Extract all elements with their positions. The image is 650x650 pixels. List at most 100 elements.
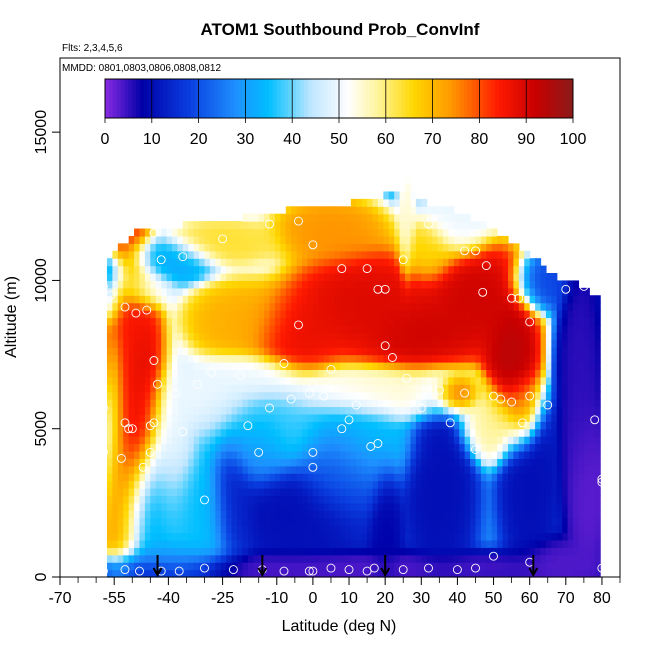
data-point <box>265 403 274 413</box>
heatmap-cell <box>269 369 276 378</box>
heatmap-cell <box>475 221 482 230</box>
heatmap-cell <box>497 265 504 274</box>
heatmap-cell <box>345 280 352 289</box>
heatmap-cell <box>128 480 135 489</box>
heatmap-cell <box>486 413 493 422</box>
heatmap-cell <box>291 562 298 571</box>
data-point <box>120 565 130 575</box>
heatmap-cell <box>264 473 271 482</box>
heatmap-cell <box>150 228 157 237</box>
heatmap-cell <box>405 480 412 489</box>
heatmap-cell <box>573 384 580 393</box>
heatmap-cell <box>237 517 244 526</box>
heatmap-cell <box>442 228 449 237</box>
heatmap-cell <box>399 458 406 467</box>
heatmap-cell <box>323 391 330 400</box>
heatmap-cell <box>518 443 525 452</box>
heatmap-cell <box>448 465 455 474</box>
heatmap-cell <box>486 376 493 385</box>
heatmap-cell <box>589 339 596 348</box>
heatmap-cell <box>172 384 179 393</box>
heatmap-cell <box>367 547 374 556</box>
heatmap-cell <box>562 287 569 296</box>
heatmap-cell <box>220 399 227 408</box>
heatmap-cell <box>323 480 330 489</box>
heatmap-cell <box>329 384 336 393</box>
heatmap-cell <box>340 465 347 474</box>
heatmap-cell <box>150 287 157 296</box>
heatmap-cell <box>274 384 281 393</box>
heatmap-cell <box>426 273 433 282</box>
heatmap-cell <box>480 569 487 578</box>
data-point <box>402 373 412 383</box>
heatmap-cell <box>589 450 596 459</box>
heatmap-cell <box>421 458 428 467</box>
heatmap-cell <box>573 332 580 341</box>
heatmap-cell <box>204 450 211 459</box>
heatmap-cell <box>209 554 216 563</box>
heatmap-cell <box>269 547 276 556</box>
heatmap-cell <box>112 339 119 348</box>
heatmap-cell <box>594 502 601 511</box>
heatmap-cell <box>193 569 200 578</box>
heatmap-cell <box>247 273 254 282</box>
heatmap-cell <box>302 413 309 422</box>
heatmap-cell <box>106 376 113 385</box>
x-tick-label: 50 <box>485 590 503 607</box>
heatmap-cell <box>237 369 244 378</box>
heatmap-cell <box>475 399 482 408</box>
heatmap-cell <box>415 310 422 319</box>
heatmap-cell <box>421 539 428 548</box>
heatmap-cell <box>274 324 281 333</box>
heatmap-cell <box>508 243 515 252</box>
heatmap-cell <box>134 376 141 385</box>
heatmap-cell <box>199 295 206 304</box>
heatmap-cell <box>508 339 515 348</box>
heatmap-cell <box>128 280 135 289</box>
heatmap-cell <box>193 525 200 534</box>
heatmap-cell <box>567 473 574 482</box>
heatmap-cell <box>226 310 233 319</box>
heatmap-cell <box>356 302 363 311</box>
heatmap-cell <box>312 391 319 400</box>
heatmap-cell <box>405 384 412 393</box>
heatmap-cell <box>329 280 336 289</box>
heatmap-cell <box>535 502 542 511</box>
heatmap-cell <box>274 347 281 356</box>
heatmap-cell <box>172 406 179 415</box>
heatmap-cell <box>437 517 444 526</box>
heatmap-cell <box>583 547 590 556</box>
heatmap-cell <box>117 280 124 289</box>
heatmap-cell <box>112 510 119 519</box>
heatmap-cell <box>377 458 384 467</box>
heatmap-cell <box>491 347 498 356</box>
heatmap-cell <box>513 280 520 289</box>
heatmap-cell <box>399 347 406 356</box>
heatmap-cell <box>318 376 325 385</box>
heatmap-cell <box>372 525 379 534</box>
heatmap-cell <box>258 480 265 489</box>
heatmap-cell <box>329 399 336 408</box>
heatmap-cell <box>106 450 113 459</box>
heatmap-cell <box>247 502 254 511</box>
heatmap-cell <box>567 539 574 548</box>
heatmap-cell <box>464 554 471 563</box>
heatmap-cell <box>139 339 146 348</box>
heatmap-cell <box>307 258 314 267</box>
heatmap-cell <box>274 480 281 489</box>
x-tick-label: 80 <box>593 590 611 607</box>
heatmap-cell <box>161 399 168 408</box>
heatmap-cell <box>513 376 520 385</box>
heatmap-cell <box>285 347 292 356</box>
heatmap-cell <box>264 465 271 474</box>
heatmap-cell <box>399 243 406 252</box>
heatmap-cell <box>562 443 569 452</box>
heatmap-cell <box>502 369 509 378</box>
heatmap-cell <box>497 302 504 311</box>
heatmap-cell <box>388 376 395 385</box>
data-point <box>73 563 83 573</box>
heatmap-cell <box>274 295 281 304</box>
heatmap-cell <box>318 235 325 244</box>
heatmap-cell <box>545 480 552 489</box>
y-axis-label: Altitude (m) <box>3 276 20 358</box>
